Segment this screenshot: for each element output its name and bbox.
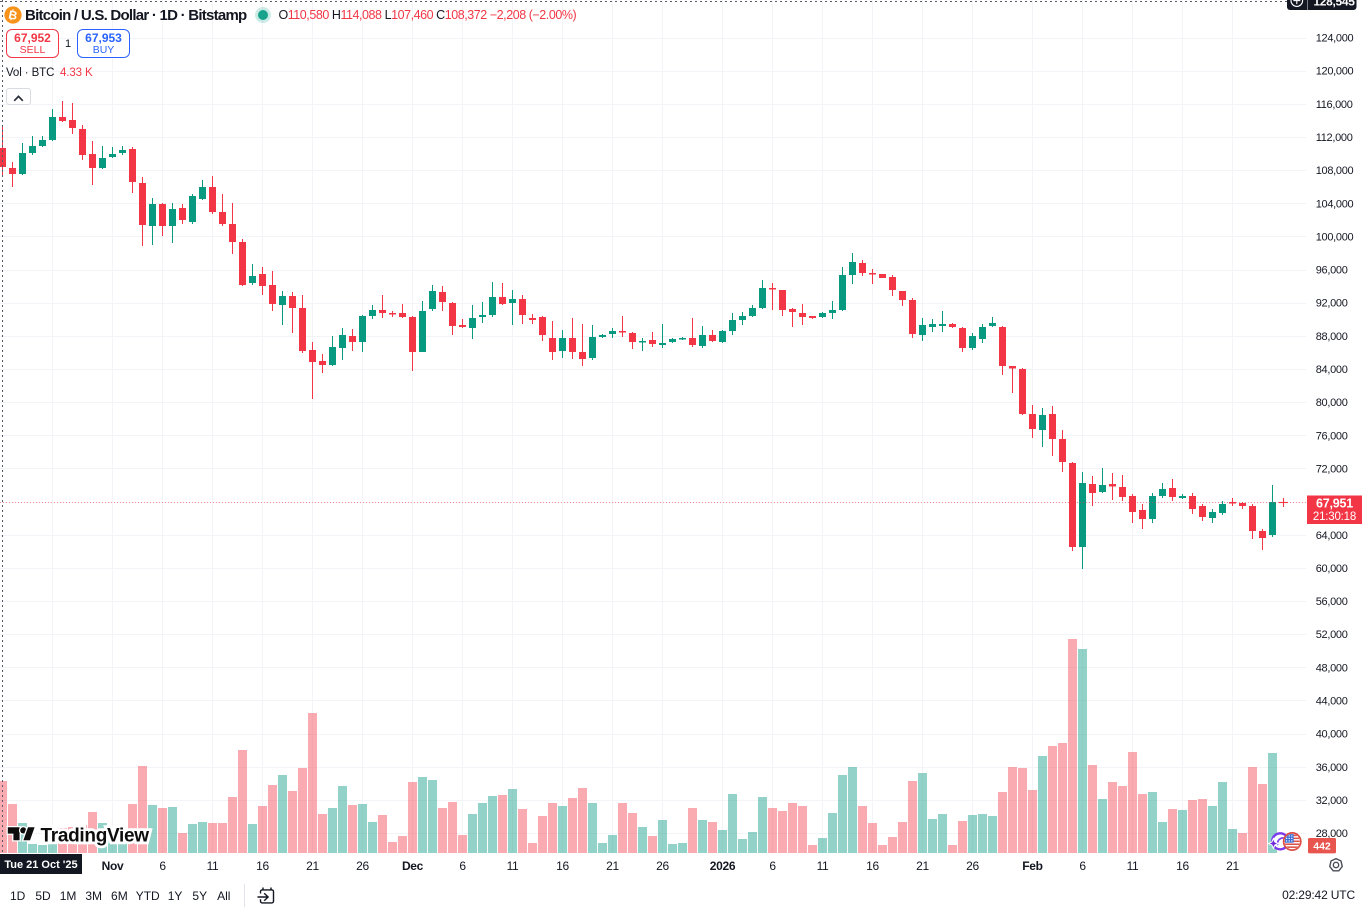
- svg-text:26: 26: [966, 859, 979, 873]
- svg-text:28,000: 28,000: [1316, 828, 1348, 840]
- svg-text:36,000: 36,000: [1316, 762, 1348, 774]
- svg-text:116,000: 116,000: [1316, 99, 1353, 111]
- svg-text:Tue 21 Oct '25: Tue 21 Oct '25: [4, 859, 77, 871]
- svg-text:16: 16: [866, 859, 879, 873]
- svg-text:120,000: 120,000: [1316, 66, 1354, 78]
- svg-text:Feb: Feb: [1022, 859, 1042, 873]
- svg-text:48,000: 48,000: [1316, 662, 1348, 674]
- svg-text:16: 16: [556, 859, 569, 873]
- svg-text:11: 11: [817, 859, 829, 873]
- svg-text:TradingView: TradingView: [41, 826, 150, 847]
- svg-text:108,000: 108,000: [1316, 165, 1354, 177]
- svg-text:124,000: 124,000: [1316, 33, 1354, 45]
- svg-text:6: 6: [459, 859, 466, 873]
- svg-text:6: 6: [769, 859, 776, 873]
- svg-text:67,951: 67,951: [1316, 497, 1353, 511]
- svg-text:52,000: 52,000: [1316, 629, 1348, 641]
- svg-text:104,000: 104,000: [1316, 198, 1354, 210]
- svg-text:84,000: 84,000: [1316, 364, 1348, 376]
- svg-text:21:30:18: 21:30:18: [1313, 511, 1356, 523]
- svg-text:21: 21: [306, 859, 319, 873]
- svg-text:442: 442: [1313, 841, 1331, 853]
- svg-text:60,000: 60,000: [1316, 563, 1348, 575]
- svg-text:56,000: 56,000: [1316, 596, 1348, 608]
- svg-text:72,000: 72,000: [1316, 463, 1348, 475]
- svg-text:92,000: 92,000: [1316, 298, 1348, 310]
- svg-text:6: 6: [1079, 859, 1086, 873]
- svg-text:40,000: 40,000: [1316, 729, 1348, 741]
- svg-text:100,000: 100,000: [1316, 231, 1354, 243]
- svg-text:16: 16: [256, 859, 269, 873]
- svg-text:Nov: Nov: [102, 859, 124, 873]
- svg-text:128,545: 128,545: [1313, 0, 1355, 9]
- svg-text:Dec: Dec: [402, 859, 424, 873]
- svg-text:64,000: 64,000: [1316, 530, 1348, 542]
- svg-text:112,000: 112,000: [1316, 132, 1353, 144]
- svg-text:6: 6: [159, 859, 166, 873]
- svg-text:2026: 2026: [710, 859, 736, 873]
- svg-text:21: 21: [916, 859, 929, 873]
- svg-text:21: 21: [606, 859, 619, 873]
- svg-text:11: 11: [1127, 859, 1139, 873]
- svg-text:88,000: 88,000: [1316, 331, 1348, 343]
- svg-text:96,000: 96,000: [1316, 265, 1348, 277]
- svg-text:44,000: 44,000: [1316, 696, 1348, 708]
- svg-text:76,000: 76,000: [1316, 430, 1348, 442]
- svg-text:80,000: 80,000: [1316, 397, 1348, 409]
- svg-text:26: 26: [356, 859, 369, 873]
- svg-text:21: 21: [1226, 859, 1239, 873]
- svg-text:32,000: 32,000: [1316, 795, 1348, 807]
- svg-text:11: 11: [507, 859, 519, 873]
- svg-text:TradingView: TradingView: [41, 826, 150, 847]
- svg-text:16: 16: [1176, 859, 1189, 873]
- svg-text:B: B: [7, 7, 19, 23]
- svg-text:26: 26: [656, 859, 669, 873]
- svg-text:11: 11: [207, 859, 219, 873]
